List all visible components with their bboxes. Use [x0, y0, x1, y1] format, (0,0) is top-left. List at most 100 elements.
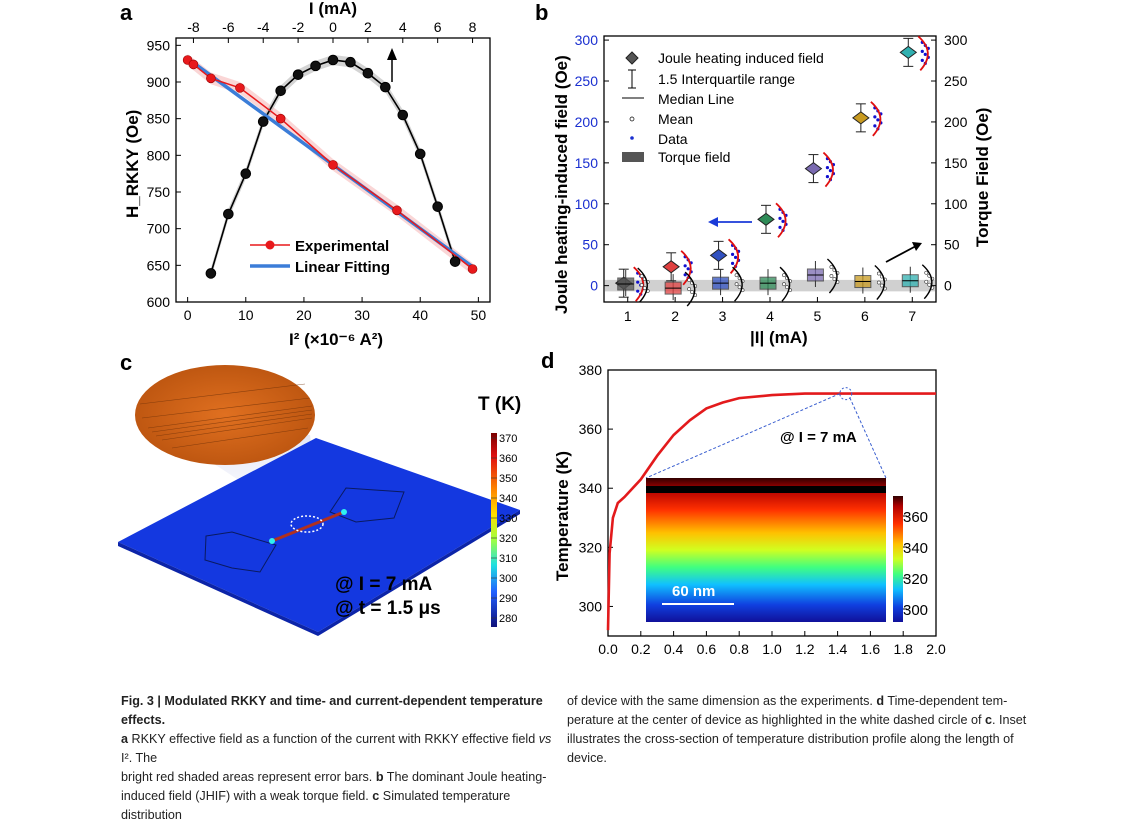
y-tick-label: 380 — [579, 362, 603, 378]
inset-colorbar — [893, 496, 903, 622]
current-point — [362, 67, 374, 79]
heated-wire — [271, 510, 345, 543]
colorbar-tick-label: 300 — [499, 573, 517, 585]
x-tick-label: 6 — [861, 308, 869, 324]
y-tick-label: 300 — [579, 598, 603, 614]
torque-data-point — [927, 282, 932, 287]
condition-time: @ t = 1.5 μs — [335, 598, 441, 619]
grey-band — [210, 54, 456, 279]
experimental-point — [467, 264, 478, 274]
x-tick-label: 10 — [238, 307, 254, 323]
jhif-data-point — [828, 168, 833, 173]
y-tick-label: 360 — [579, 421, 603, 437]
panel-b-chart: 0 0 50 50 100 100 150 150 200 200 250 250 300 300 1 2 3 4… — [552, 32, 992, 347]
pad-right — [329, 487, 405, 523]
y-tick-label: 750 — [147, 184, 171, 200]
x-tick-label: 1.2 — [795, 641, 815, 657]
y2-axis-title: Torque Field (Oe) — [973, 108, 992, 247]
jhif-diamond — [899, 45, 918, 59]
legend-iqr: 1.5 Interquartile range — [658, 71, 795, 87]
colorbar-tick-label: 280 — [499, 613, 517, 625]
colorbar-tick-label: 310 — [499, 553, 517, 565]
jhif-dist-curve — [822, 151, 834, 188]
y2-tick-label: 300 — [944, 32, 968, 48]
current-point — [275, 85, 286, 97]
x-tick-label: 0 — [184, 307, 192, 323]
torque-dist-curve — [684, 271, 696, 307]
x2-axis-title: I (mA) — [309, 0, 357, 18]
x2-tick-label: 6 — [434, 19, 442, 35]
y2-tick-label: 0 — [944, 278, 952, 294]
arrow-head — [387, 48, 397, 60]
colorbar-tick-label: 340 — [499, 493, 517, 505]
x-tick-label: 0.4 — [664, 641, 684, 657]
current-point — [205, 268, 217, 279]
current-point — [397, 109, 409, 121]
x-tick-label: 1.6 — [861, 641, 881, 657]
colorbar-tick-label: 320 — [499, 533, 517, 545]
x2-tick-label: 4 — [399, 19, 407, 35]
y-tick-label: 700 — [147, 221, 171, 237]
y-tick-label: 0 — [590, 278, 598, 294]
caption-left: Fig. 3 | Modulated RKKY and time- and cu… — [121, 694, 552, 822]
inset-tick-label: 300 — [903, 602, 928, 619]
jhif-data-point — [873, 115, 877, 119]
x2-tick-label: 8 — [469, 19, 477, 35]
x-tick-label: 2 — [671, 308, 679, 324]
torque-data-point — [829, 265, 834, 269]
x-axis-title: I² (×10⁻⁶ A²) — [289, 330, 383, 349]
inset-tick-label: 320 — [903, 571, 928, 588]
legend-data: Data — [658, 131, 688, 147]
torque-data-point — [687, 287, 692, 291]
y-tick-label: 600 — [147, 294, 171, 310]
torque-data-point — [734, 273, 739, 278]
jhif-diamond — [804, 161, 823, 176]
jhif-data-point — [730, 261, 735, 265]
experimental-point — [188, 59, 199, 70]
x-tick-label: 40 — [412, 307, 428, 323]
x-tick-label: 0.0 — [598, 641, 618, 657]
current-point — [345, 56, 356, 68]
torque-data-point — [690, 290, 695, 294]
jhif-data-point — [683, 273, 687, 277]
experimental-point — [275, 113, 286, 124]
torque-dist-curve — [779, 266, 791, 302]
x-tick-label: 0.8 — [729, 641, 749, 657]
y-tick-label: 850 — [147, 111, 171, 127]
temp-label: T (K) — [478, 394, 521, 415]
x-axis-title: Time (μs) — [730, 658, 805, 660]
jhif-data-point — [636, 280, 640, 284]
y-tick-label: 650 — [147, 257, 171, 273]
caption-title: Fig. 3 | Modulated RKKY and time- and cu… — [121, 694, 543, 727]
torque-dist-curve — [732, 266, 743, 302]
torque-data-point — [829, 274, 834, 278]
caption-right: of device with the same dimension as the… — [567, 694, 1027, 765]
torque-dist-curve — [921, 264, 933, 300]
y2-tick-label: 250 — [944, 73, 968, 89]
jhif-diamond — [757, 212, 775, 226]
y-tick-label: 340 — [579, 480, 603, 496]
panel-a-letter: a — [120, 0, 133, 25]
jhif-data-point — [636, 289, 640, 293]
y-tick-label: 320 — [579, 539, 603, 555]
y2-tick-label: 100 — [944, 196, 968, 212]
y-axis-title: H_RKKY (Oe) — [123, 110, 142, 218]
x-axis-title: |I| (mA) — [750, 328, 808, 347]
legend-diamond — [625, 51, 639, 65]
experimental-point — [392, 205, 402, 216]
panel-d-letter: d — [541, 348, 554, 373]
y-tick-label: 200 — [575, 114, 599, 130]
colorbar — [491, 433, 497, 627]
x-tick-label: 1.4 — [828, 641, 848, 657]
jhif-data-point — [781, 219, 785, 223]
inset-heatmap — [646, 478, 886, 622]
jhif-data-point — [920, 58, 924, 62]
jhif-dist-curve — [680, 250, 692, 286]
panel-b-letter: b — [535, 0, 548, 25]
condition-current: @ I = 7 mA — [335, 574, 432, 595]
torque-data-point — [687, 278, 692, 282]
torque-data-point — [642, 286, 647, 290]
current-point — [449, 256, 461, 267]
